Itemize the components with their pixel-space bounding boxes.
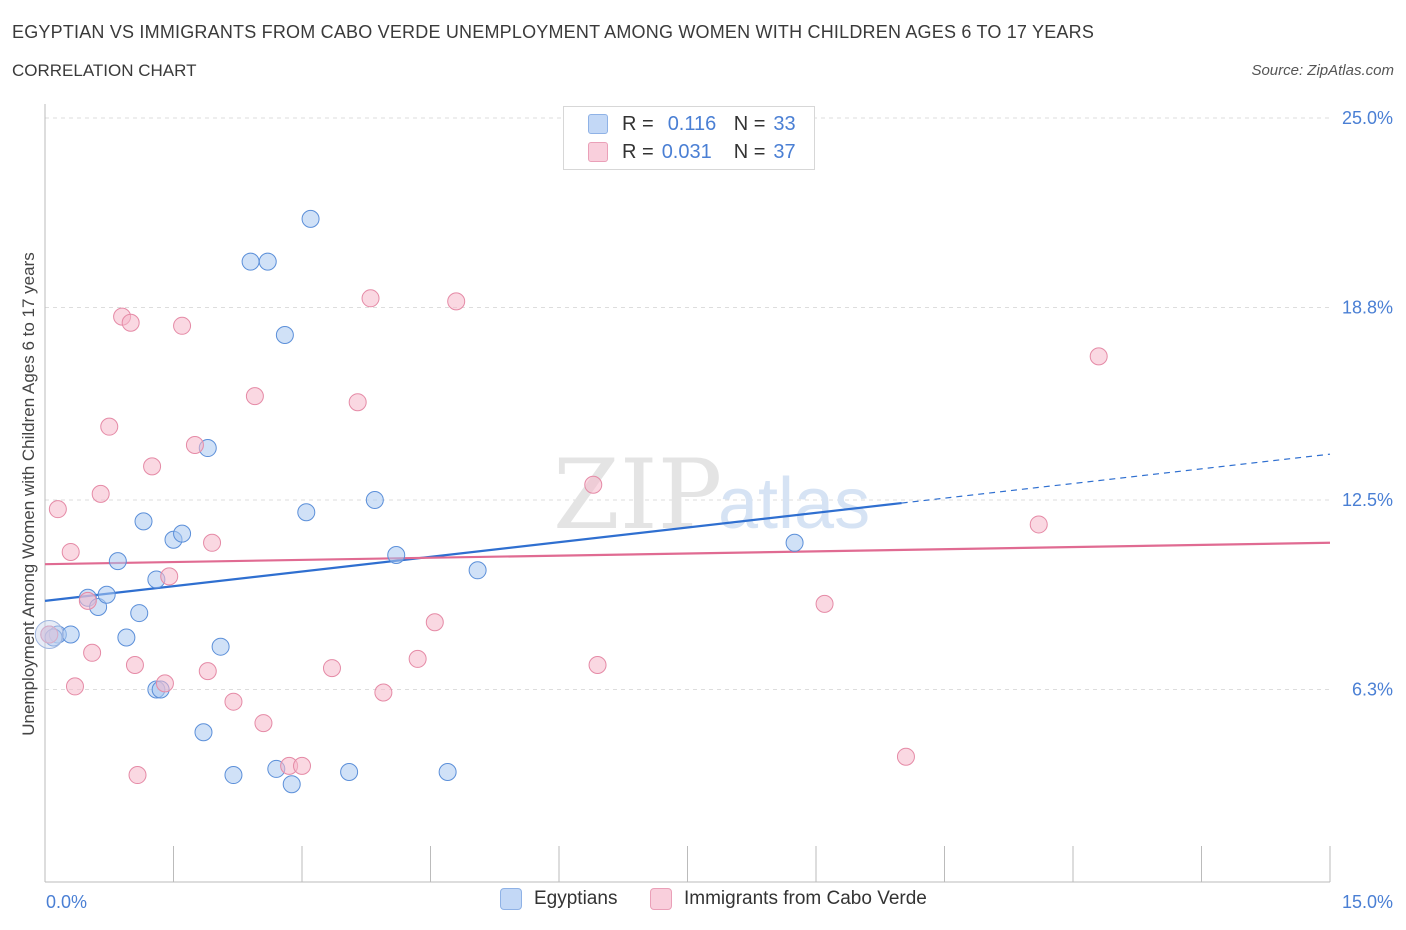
cabo-verde-point <box>348 393 367 412</box>
cabo-verde-point <box>293 756 311 775</box>
cabo-verde-point <box>48 500 67 519</box>
watermark-atlas: atlas <box>718 464 870 544</box>
legend-swatch-cabo-verde <box>588 142 608 162</box>
legend-n-label: N = <box>733 112 766 135</box>
bottom-legend-egyptians: Egyptians <box>500 888 617 910</box>
chart-title: EGYPTIAN VS IMMIGRANTS FROM CABO VERDE U… <box>12 22 1095 42</box>
cabo-verde-point <box>1029 515 1048 534</box>
cabo-verde-point <box>322 659 341 678</box>
egyptians-point <box>785 533 804 552</box>
gridlines <box>45 117 1330 690</box>
egyptians-point <box>194 723 213 742</box>
trend-lines <box>44 453 1331 602</box>
legend-swatch-egyptians <box>588 114 608 134</box>
bottom-legend-label: Egyptians <box>534 888 618 909</box>
cabo-verde-point <box>584 475 603 494</box>
egyptians-point <box>173 524 192 543</box>
cabo-verde-point <box>447 292 466 311</box>
egyptians-point <box>365 491 384 509</box>
source-label: Source: ZipAtlas.com <box>1251 62 1394 79</box>
legend-n-value: 37 <box>773 140 796 163</box>
x-tick-label: 0.0% <box>46 892 87 912</box>
egyptians-point <box>340 762 359 781</box>
egyptians-point <box>258 252 277 271</box>
egyptians-point <box>438 762 457 781</box>
egyptians-point <box>468 561 487 580</box>
cabo-verde-point <box>100 417 119 436</box>
y-tick-label: 25.0% <box>1342 108 1393 128</box>
egyptians-point <box>275 325 294 344</box>
legend-r-value: 0.031 <box>661 140 712 163</box>
cabo-verde-point <box>815 594 834 613</box>
bottom-legend: Egyptians Immigrants from Cabo Verde <box>0 888 1406 916</box>
egyptians-point <box>241 252 260 271</box>
egyptians-point <box>211 637 230 656</box>
cabo-verde-point <box>588 656 607 675</box>
cabo-verde-point <box>91 484 110 503</box>
cabo-verde-point <box>198 662 217 681</box>
bottom-legend-cabo-verde: Immigrants from Cabo Verde <box>650 888 927 910</box>
egyptians-point <box>282 775 301 794</box>
y-axis-label: Unemployment Among Women with Children A… <box>19 252 38 736</box>
legend-n-label: N = <box>733 140 766 163</box>
cabo-verde-point <box>374 683 393 702</box>
cabo-verde-point <box>361 289 380 308</box>
cabo-verde-point <box>83 643 102 662</box>
cabo-verde-point <box>143 457 162 476</box>
legend-r-label: R = <box>622 140 654 163</box>
x-tick-label: 15.0% <box>1342 892 1393 912</box>
legend-row-cabo-verde: R = 0.031 N = 37 <box>588 140 796 164</box>
cabo-verde-point <box>185 435 204 454</box>
tick-labels: 6.3% 12.5% 18.8% 25.0% 0.0% 15.0% <box>46 108 1393 912</box>
legend-n-value: 33 <box>773 112 796 135</box>
egyptians-point <box>297 503 316 522</box>
bottom-legend-swatch-egyptians <box>500 888 522 910</box>
cabo-verde-point <box>224 692 243 711</box>
legend-r-label: R = <box>622 112 654 135</box>
cabo-verde-point <box>1089 347 1108 366</box>
axes <box>44 104 1331 883</box>
y-tick-label: 12.5% <box>1342 490 1393 510</box>
cabo-verde-point <box>78 591 97 610</box>
cabo-verde-point <box>896 747 915 766</box>
cabo-verde-point <box>173 316 192 335</box>
cabo-verde-point <box>203 533 222 552</box>
data-points <box>34 209 1108 794</box>
cabo-verde-point <box>128 766 147 785</box>
legend-row-egyptians: R = 0.116 N = 33 <box>588 112 796 136</box>
trend-line-egyptians <box>44 501 902 602</box>
egyptians-point <box>224 766 243 785</box>
cabo-verde-point <box>408 649 427 668</box>
chart-subtitle: CORRELATION CHART <box>12 61 197 80</box>
egyptians-point <box>108 552 127 571</box>
egyptians-point <box>61 625 80 644</box>
cabo-verde-point <box>425 613 444 632</box>
cabo-verde-point <box>40 625 59 644</box>
bottom-legend-label: Immigrants from Cabo Verde <box>684 888 927 909</box>
egyptians-point <box>301 209 320 228</box>
cabo-verde-point <box>121 313 140 332</box>
cabo-verde-point <box>254 714 273 733</box>
egyptians-point <box>134 512 153 531</box>
bottom-legend-swatch-cabo-verde <box>650 888 672 910</box>
legend-r-value: 0.116 <box>667 112 717 135</box>
egyptians-point <box>97 585 116 604</box>
cabo-verde-point <box>125 656 144 675</box>
y-tick-label: 18.8% <box>1342 297 1393 317</box>
watermark: ZIP atlas <box>553 439 870 551</box>
trend-line-extension <box>901 453 1331 504</box>
y-tick-label: 6.3% <box>1352 679 1393 699</box>
egyptians-point <box>387 546 406 565</box>
cabo-verde-point <box>245 387 264 406</box>
egyptians-point <box>130 604 149 623</box>
legend: R = 0.116 N = 33 R = 0.031 N = 37 <box>563 106 815 170</box>
cabo-verde-point <box>61 542 80 561</box>
cabo-verde-point <box>155 674 174 693</box>
cabo-verde-point <box>65 677 84 696</box>
egyptians-point-cluster <box>34 619 64 649</box>
cabo-verde-point <box>160 567 179 586</box>
egyptians-point <box>117 628 136 647</box>
trend-line-cabo-verde <box>44 541 1331 566</box>
